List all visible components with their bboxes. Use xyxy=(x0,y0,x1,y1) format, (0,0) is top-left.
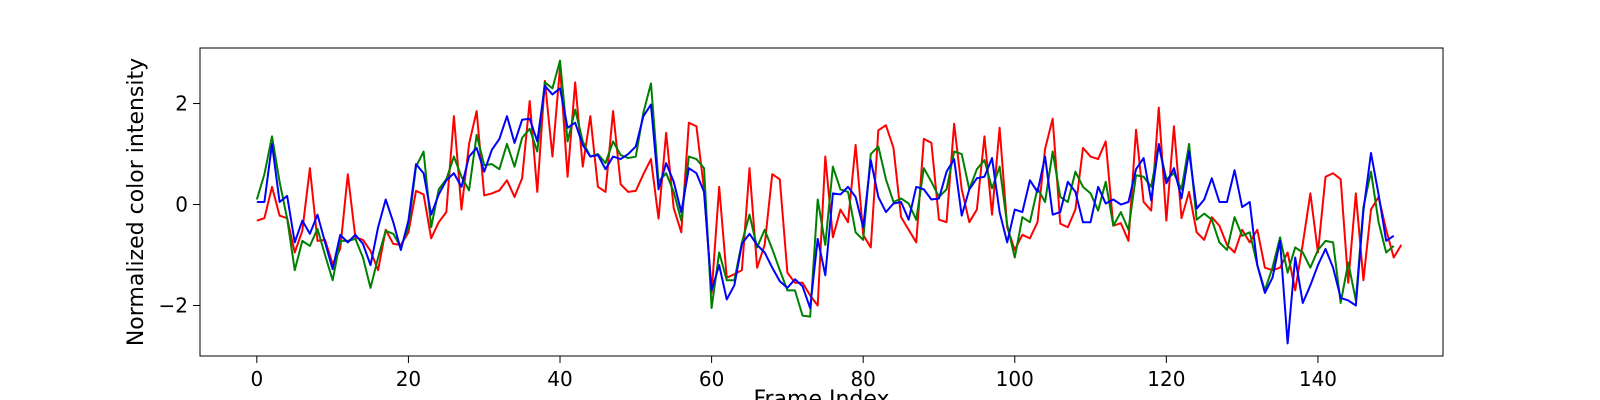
x-tick-label: 60 xyxy=(699,367,724,391)
plot-frame xyxy=(199,47,1444,357)
ticks-layer: 0 20 40 60 80 100 120 140 −2 0 2 xyxy=(159,92,1338,391)
x-tick-label: 0 xyxy=(250,367,263,391)
x-tick-label: 40 xyxy=(547,367,572,391)
series-line-2 xyxy=(256,84,1395,345)
x-tick-label: 140 xyxy=(1299,367,1337,391)
series-line-0 xyxy=(256,66,1403,307)
y-tick-label: −2 xyxy=(159,294,188,318)
x-axis-label: Frame Index xyxy=(753,387,889,400)
y-tick-label: 2 xyxy=(175,92,188,116)
y-tick-label: 0 xyxy=(175,193,188,217)
x-tick-label: 20 xyxy=(396,367,421,391)
x-tick-label: 80 xyxy=(850,367,875,391)
x-tick-label: 120 xyxy=(1147,367,1185,391)
y-axis-label: Normalized color intensity xyxy=(124,58,149,346)
series-layer xyxy=(255,59,1403,345)
x-tick-label: 100 xyxy=(996,367,1034,391)
